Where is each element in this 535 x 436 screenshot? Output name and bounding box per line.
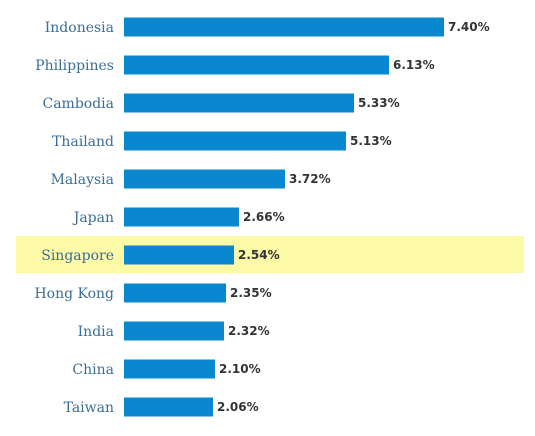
value-label-hong-kong: 2.35% — [230, 286, 272, 300]
value-label-indonesia: 7.40% — [448, 20, 490, 34]
value-label-thailand: 5.13% — [350, 134, 392, 148]
category-label-india: India — [78, 324, 114, 340]
bars-layer — [124, 17, 444, 417]
bar-thailand — [124, 131, 346, 151]
category-label-indonesia: Indonesia — [45, 20, 114, 36]
bar-philippines — [124, 55, 389, 75]
value-label-taiwan: 2.06% — [217, 400, 259, 414]
value-label-japan: 2.66% — [243, 210, 285, 224]
category-label-thailand: Thailand — [52, 134, 114, 150]
bar-india — [124, 321, 224, 341]
bar-taiwan — [124, 397, 213, 417]
category-label-malaysia: Malaysia — [51, 172, 114, 188]
category-label-cambodia: Cambodia — [42, 96, 114, 112]
category-label-singapore: Singapore — [41, 248, 114, 264]
category-label-philippines: Philippines — [35, 58, 114, 74]
bar-malaysia — [124, 169, 285, 189]
category-label-japan: Japan — [72, 210, 114, 226]
value-label-india: 2.32% — [228, 324, 270, 338]
bar-hong-kong — [124, 283, 226, 303]
value-label-singapore: 2.54% — [238, 248, 280, 262]
value-label-china: 2.10% — [219, 362, 261, 376]
bar-indonesia — [124, 17, 444, 37]
bar-cambodia — [124, 93, 354, 113]
labels-layer: Indonesia 7.40% Philippines 6.13% Cambodia 5.… — [34, 20, 489, 416]
value-label-philippines: 6.13% — [393, 58, 435, 72]
bar-singapore — [124, 245, 234, 265]
category-label-china: China — [72, 362, 114, 378]
bar-japan — [124, 207, 239, 227]
category-label-hong-kong: Hong Kong — [34, 286, 114, 302]
highlight-band-singapore — [16, 236, 524, 273]
bar-china — [124, 359, 215, 379]
category-label-taiwan: Taiwan — [64, 400, 114, 416]
value-label-cambodia: 5.33% — [358, 96, 400, 110]
highlight-layer — [16, 236, 524, 273]
value-label-malaysia: 3.72% — [289, 172, 331, 186]
